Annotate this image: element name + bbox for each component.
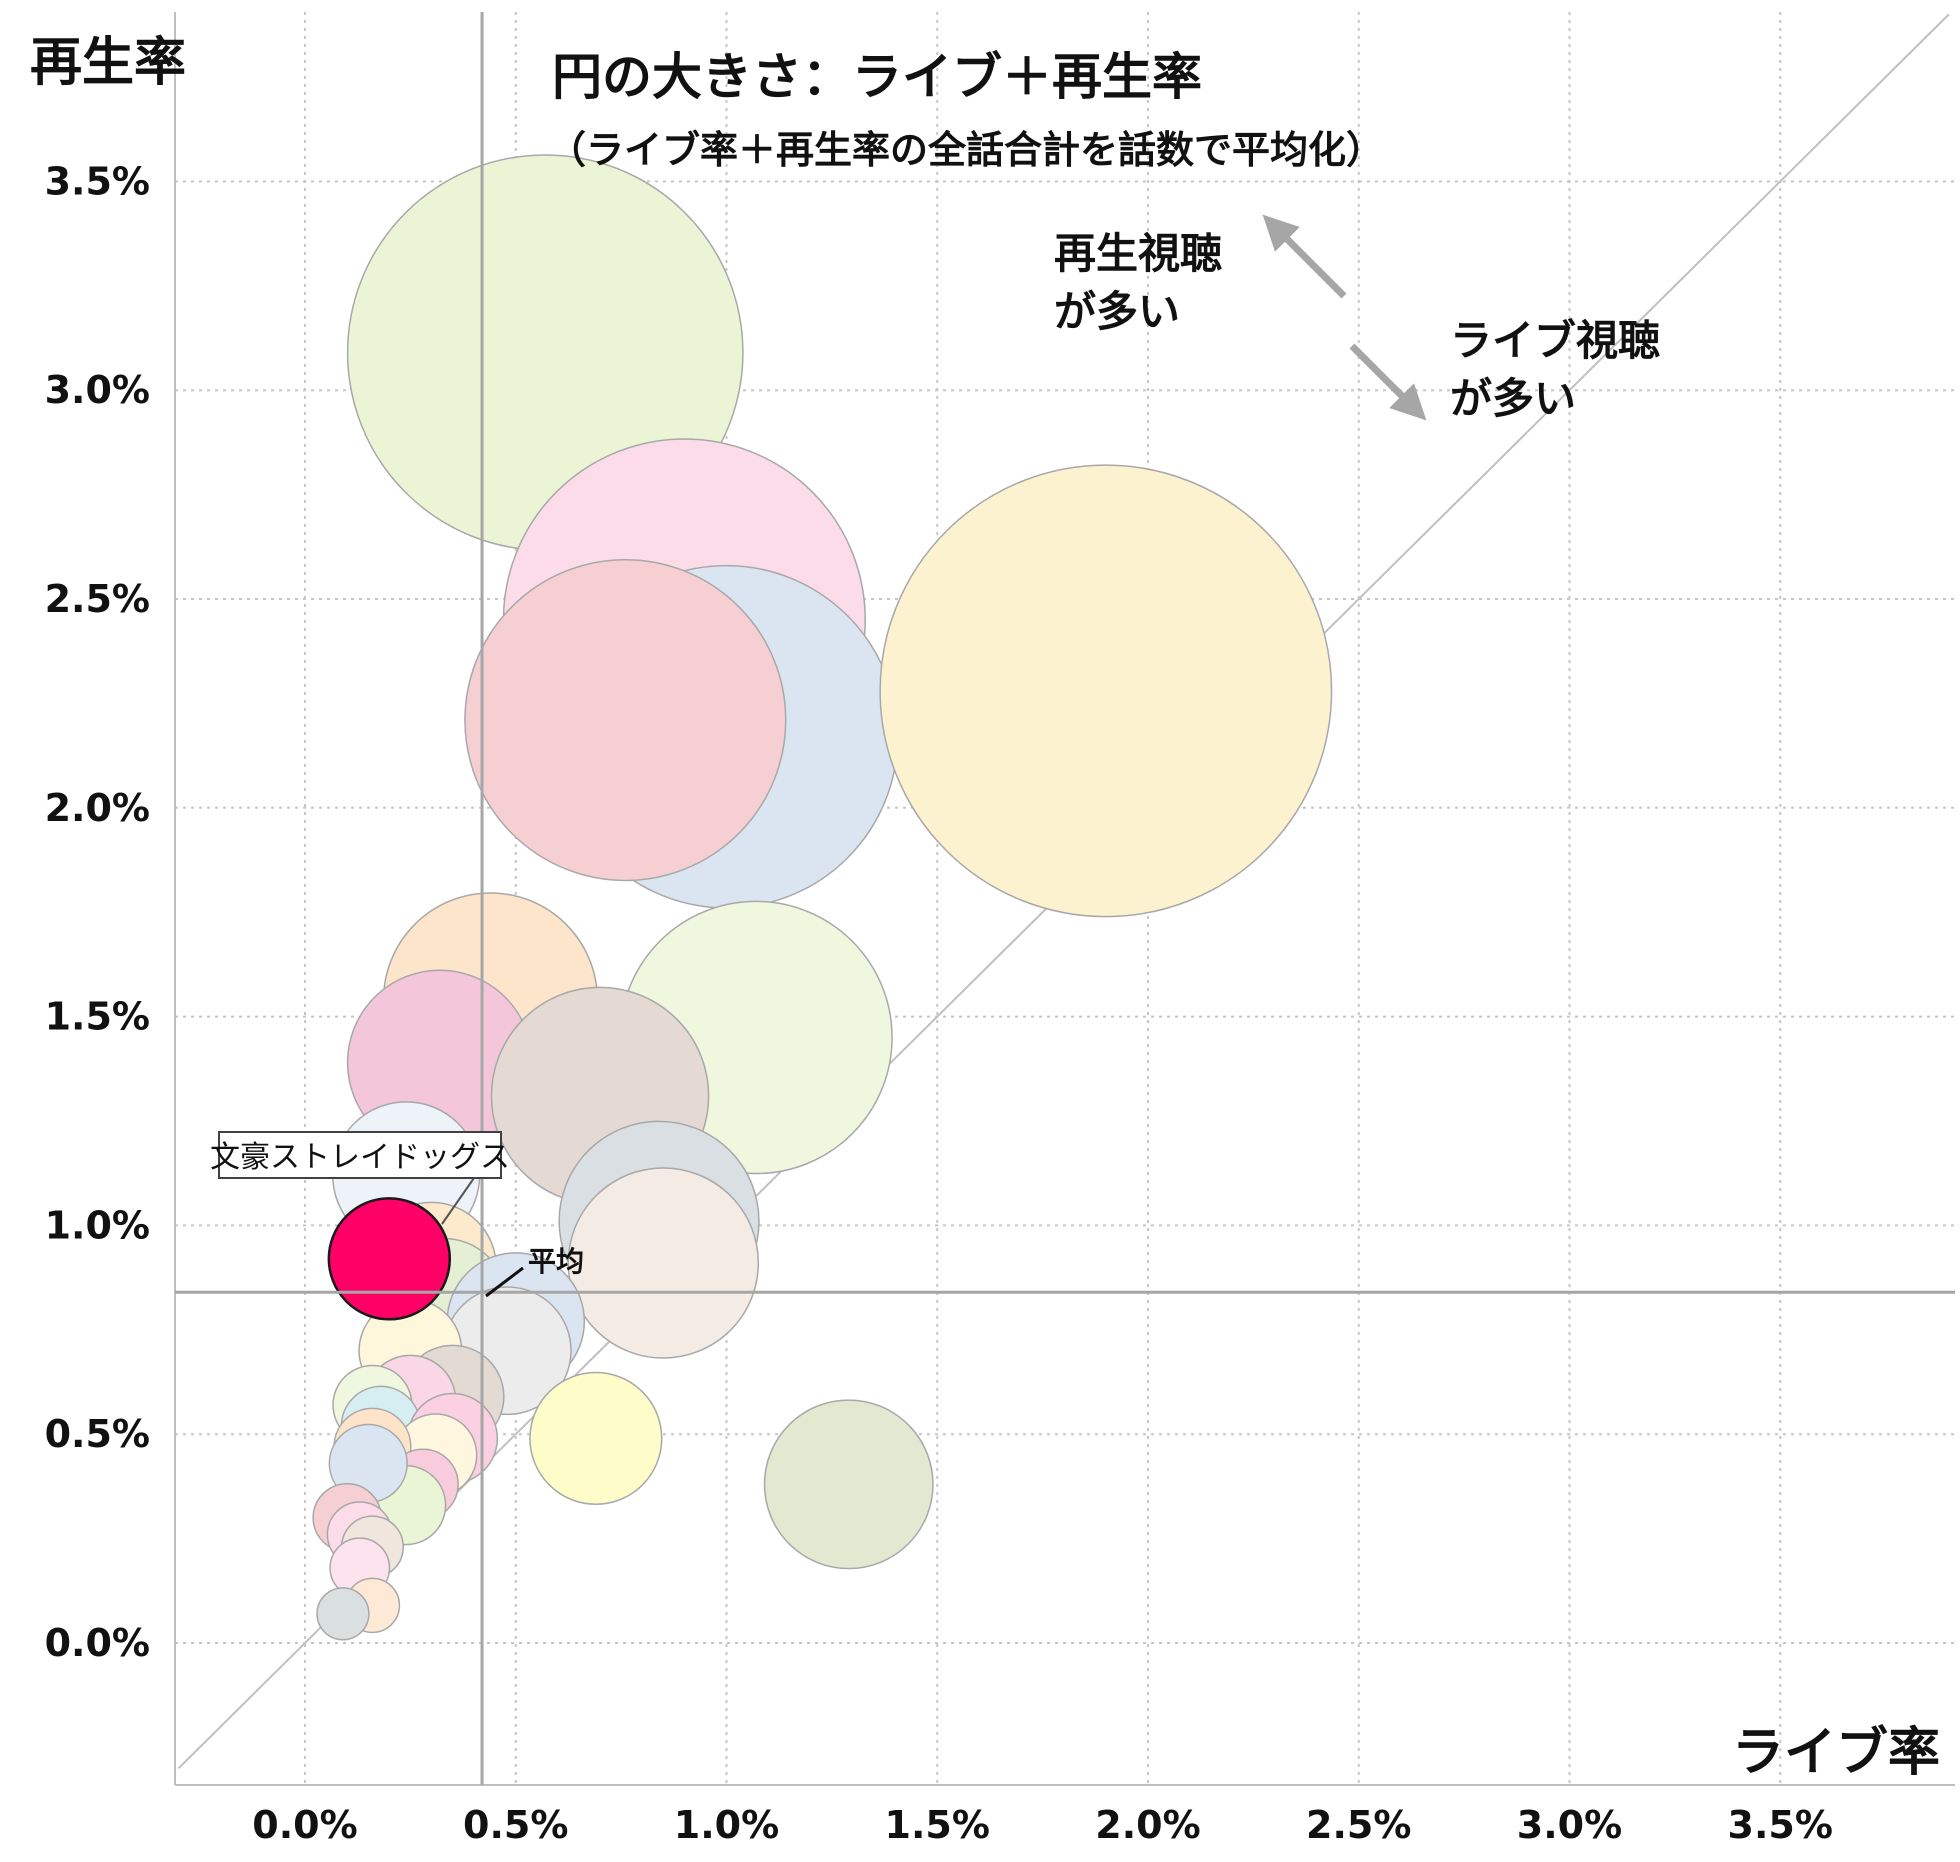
upper-annotation-line1: 再生視聴 [1054, 229, 1222, 278]
x-tick-label-1: 0.5% [463, 1803, 568, 1847]
average-leader-line [485, 1266, 524, 1298]
x-tick-label-7: 3.5% [1728, 1803, 1833, 1847]
chart-subtitle: （ライブ率＋再生率の全話合計を話数で平均化） [548, 128, 1384, 172]
bubble-28 [763, 1399, 934, 1570]
bubble-3 [464, 558, 787, 882]
y-tick-label-2: 1.0% [45, 1203, 150, 1247]
highlight-callout: 文豪ストレイドッグス [210, 1131, 510, 1225]
average-label: 平均 [528, 1245, 584, 1278]
x-tick-labels: 0.0% 0.5% 1.0% 1.5% 2.0% 2.5% 3.0% 3.5% [252, 1803, 1833, 1847]
x-tick-label-5: 2.5% [1306, 1803, 1411, 1847]
upper-annotation: 再生視聴 が多い [1054, 214, 1347, 336]
chart-title: 円の大きさ：ライブ＋再生率 [552, 48, 1202, 106]
y-tick-label-7: 3.5% [45, 159, 150, 203]
average-lines [175, 12, 1955, 1785]
x-axis-title: ライブ率 [1732, 1723, 1940, 1783]
x-tick-label-0: 0.0% [252, 1803, 357, 1847]
upper-arrow [1262, 214, 1347, 299]
callout-leader-line [441, 1177, 475, 1225]
callout-box [218, 1131, 502, 1179]
x-tick-label-4: 2.0% [1095, 1803, 1200, 1847]
y-tick-labels: 0.0% 0.5% 1.0% 1.5% 2.0% 2.5% 3.0% 3.5% [45, 159, 150, 1665]
y-tick-label-6: 3.0% [45, 368, 150, 412]
y-tick-label-4: 2.0% [45, 786, 150, 830]
x-tick-label-3: 1.5% [885, 1803, 990, 1847]
x-tick-label-2: 1.0% [674, 1803, 779, 1847]
y-tick-label-3: 1.5% [45, 995, 150, 1039]
bubble-10 [567, 1167, 760, 1359]
bubble-34 [316, 1587, 370, 1641]
callout-label: 文豪ストレイドッグス [210, 1140, 510, 1175]
bubbles [312, 154, 1333, 1641]
lower-arrow [1349, 343, 1427, 421]
lower-annotation: ライブ視聴 が多い [1349, 316, 1660, 423]
y-axis-title: 再生率 [30, 33, 186, 93]
bubble-27 [529, 1371, 663, 1506]
bubble-4 [879, 464, 1333, 918]
lower-annotation-line2: が多い [1450, 374, 1576, 423]
upper-annotation-line2: が多い [1054, 287, 1180, 336]
average-label-group: 平均 [485, 1245, 584, 1298]
x-tick-label-6: 3.0% [1517, 1803, 1622, 1847]
bubble-highlight [327, 1197, 452, 1321]
plot-frame [174, 12, 1955, 1786]
y-tick-label-0: 0.0% [45, 1621, 150, 1665]
y-tick-label-5: 2.5% [45, 577, 150, 621]
lower-annotation-line1: ライブ視聴 [1450, 316, 1660, 365]
y-tick-label-1: 0.5% [45, 1412, 150, 1456]
